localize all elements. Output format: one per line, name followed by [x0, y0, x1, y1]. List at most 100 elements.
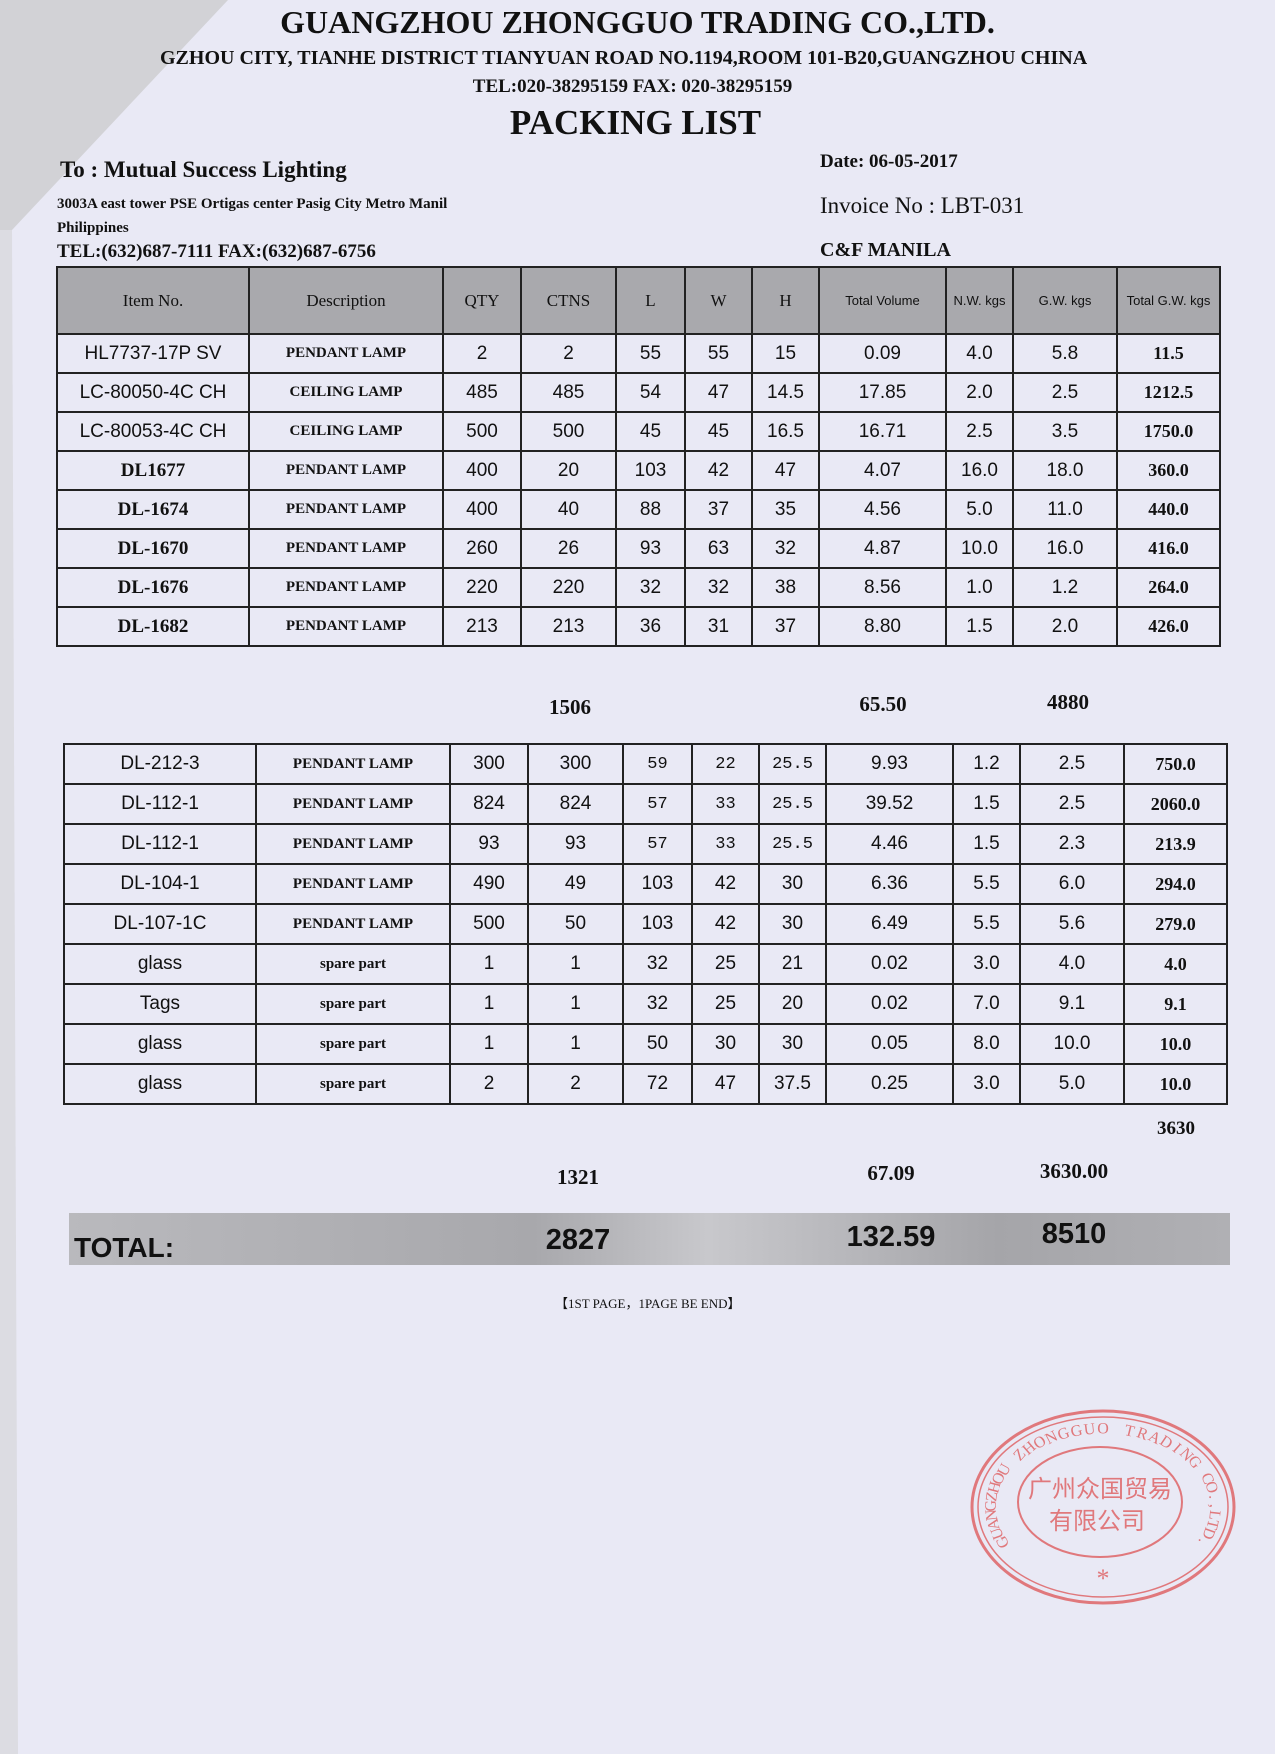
subtotal2-gw: 3630.00	[1039, 1159, 1109, 1183]
table-row: glass spare part 2 2 72 47 37.5 0.25 3.0 5.0 10.0	[63, 1063, 1228, 1105]
cell-item-no: LC-80050-4C CH	[56, 372, 250, 413]
cell-description: PENDANT LAMP	[255, 783, 451, 825]
col-header-qty: QTY	[442, 266, 522, 335]
page-footer: 【1ST PAGE，1PAGE BE END】	[555, 1296, 741, 1311]
cell-description: spare part	[255, 983, 451, 1025]
cell-gw-kgs: 2.3	[1019, 823, 1125, 865]
cell-width: 42	[684, 450, 753, 491]
cell-total-volume: 4.07	[818, 450, 947, 491]
cell-width: 30	[691, 1023, 760, 1065]
subtotal1-gw: 4880	[1047, 690, 1089, 714]
cell-gw-kgs: 3.5	[1012, 411, 1118, 452]
cell-total-volume: 0.02	[825, 943, 954, 985]
table-row: DL-107-1C PENDANT LAMP 500 50 103 42 30 6.49 5.5…	[63, 903, 1228, 945]
cell-qty: 400	[442, 489, 522, 530]
stamp-letter: .	[1205, 1493, 1222, 1499]
cell-total-volume: 0.25	[825, 1063, 954, 1105]
cell-ctns: 2	[527, 1063, 624, 1105]
cell-item-no: DL-1674	[56, 489, 250, 530]
cell-item-no: DL-104-1	[63, 863, 257, 905]
cell-width: 37	[684, 489, 753, 530]
cell-ctns: 1	[527, 943, 624, 985]
col-header-total-gw-kgs: Total G.W. kgs	[1116, 266, 1221, 335]
cell-item-no: DL-1670	[56, 528, 250, 569]
subtotal2-gw-note: 3630	[1157, 1118, 1195, 1139]
cell-ctns: 485	[520, 372, 617, 413]
cell-qty: 490	[449, 863, 529, 905]
cell-nw-kgs: 16.0	[945, 450, 1014, 491]
cell-nw-kgs: 7.0	[952, 983, 1021, 1025]
cell-nw-kgs: 1.2	[952, 743, 1021, 785]
cell-qty: 213	[442, 606, 522, 647]
cell-width: 47	[691, 1063, 760, 1105]
cell-qty: 2	[449, 1063, 529, 1105]
subtotal2-ctns: 1321	[557, 1165, 599, 1189]
cell-nw-kgs: 3.0	[952, 1063, 1021, 1105]
cell-nw-kgs: 8.0	[952, 1023, 1021, 1065]
cell-height: 47	[751, 450, 820, 491]
cell-item-no: LC-80053-4C CH	[56, 411, 250, 452]
cell-gw-kgs: 2.5	[1012, 372, 1118, 413]
cell-item-no: DL-112-1	[63, 823, 257, 865]
cell-height: 25.5	[758, 743, 827, 785]
cell-height: 14.5	[751, 372, 820, 413]
packing-table-1: Item No. Description QTY CTNS L W H Total Volum…	[56, 266, 1221, 647]
cell-qty: 1	[449, 943, 529, 985]
packing-table-2: DL-212-3 PENDANT LAMP 300 300 59 22 25.5 9.93 1.…	[63, 743, 1228, 1105]
cell-nw-kgs: 5.5	[952, 863, 1021, 905]
cell-total-gw-kgs: 360.0	[1116, 450, 1221, 491]
cell-total-volume: 9.93	[825, 743, 954, 785]
cell-qty: 1	[449, 983, 529, 1025]
cell-gw-kgs: 5.8	[1012, 333, 1118, 374]
cell-width: 42	[691, 863, 760, 905]
total-volume: 132.59	[846, 1221, 936, 1253]
total-ctns: 2827	[545, 1224, 611, 1256]
cell-total-volume: 6.36	[825, 863, 954, 905]
cell-qty: 1	[449, 1023, 529, 1065]
cell-height: 20	[758, 983, 827, 1025]
cell-width: 31	[684, 606, 753, 647]
col-header-item-no: Item No.	[56, 266, 250, 335]
table-row: LC-80050-4C CH CEILING LAMP 485 485 54 47 14.5…	[56, 372, 1221, 413]
cell-total-volume: 8.80	[818, 606, 947, 647]
cell-gw-kgs: 6.0	[1019, 863, 1125, 905]
table-row: DL-112-1 PENDANT LAMP 824 824 57 33 25.5 39.52 1…	[63, 783, 1228, 825]
total-label: TOTAL:	[74, 1232, 175, 1263]
cell-gw-kgs: 11.0	[1012, 489, 1118, 530]
cell-length: 72	[622, 1063, 693, 1105]
cell-total-gw-kgs: 1750.0	[1116, 411, 1221, 452]
stamp-inner-line1: 广州众国贸易	[1028, 1475, 1172, 1503]
cell-ctns: 824	[527, 783, 624, 825]
cell-width: 33	[691, 823, 760, 865]
stamp-inner-line2: 有限公司	[1049, 1507, 1145, 1535]
cell-gw-kgs: 10.0	[1019, 1023, 1125, 1065]
cell-height: 25.5	[758, 823, 827, 865]
cell-total-gw-kgs: 750.0	[1123, 743, 1228, 785]
cell-qty: 2	[442, 333, 522, 374]
cell-qty: 93	[449, 823, 529, 865]
cell-total-gw-kgs: 264.0	[1116, 567, 1221, 608]
cell-total-volume: 0.09	[818, 333, 947, 374]
cell-total-volume: 17.85	[818, 372, 947, 413]
cell-total-volume: 39.52	[825, 783, 954, 825]
cell-ctns: 500	[520, 411, 617, 452]
cell-length: 57	[622, 823, 693, 865]
recipient-address-2: Philippines	[57, 220, 129, 236]
recipient-name: To : Mutual Success Lighting	[60, 157, 347, 182]
cell-description: PENDANT LAMP	[255, 823, 451, 865]
cell-width: 32	[684, 567, 753, 608]
table-row: glass spare part 1 1 50 30 30 0.05 8.0 10.0 10.0	[63, 1023, 1228, 1065]
cell-gw-kgs: 2.5	[1019, 743, 1125, 785]
cell-nw-kgs: 1.5	[945, 606, 1014, 647]
col-header-nw-kgs: N.W. kgs	[945, 266, 1014, 335]
cell-length: 55	[615, 333, 686, 374]
stamp-letter: N	[983, 1508, 1001, 1522]
cell-description: PENDANT LAMP	[255, 903, 451, 945]
cell-total-gw-kgs: 9.1	[1123, 983, 1228, 1025]
cell-height: 32	[751, 528, 820, 569]
cell-width: 22	[691, 743, 760, 785]
cell-height: 37	[751, 606, 820, 647]
recipient-contact: TEL:(632)687-7111 FAX:(632)687-6756	[57, 241, 376, 262]
stamp-letter: H	[985, 1479, 1004, 1495]
cell-length: 57	[622, 783, 693, 825]
